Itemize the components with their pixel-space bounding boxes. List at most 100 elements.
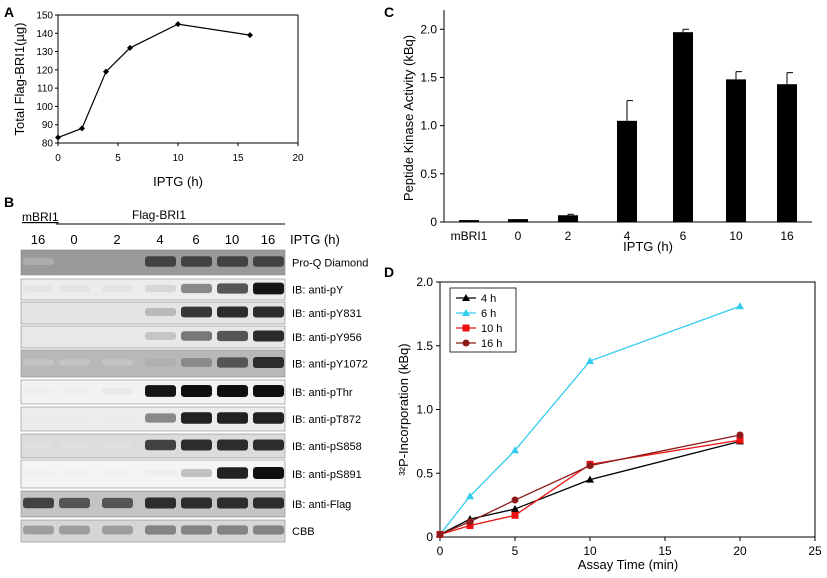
series-line <box>439 439 741 536</box>
blot-band <box>181 497 212 509</box>
blot-band <box>145 358 176 367</box>
lane-label: 10 <box>225 232 239 247</box>
blot-band <box>102 359 133 366</box>
blot-band <box>59 332 90 340</box>
chart-d: 0 0.5 1.0 1.5 2.0 0 5 10 15 20 25 Assay Time (min) ³… <box>396 275 822 572</box>
blot-band <box>145 256 176 267</box>
blot-band <box>23 332 54 340</box>
legend-marker <box>462 324 470 332</box>
y-tick-label: 0 <box>430 215 437 229</box>
blot-band <box>253 330 284 342</box>
y-tick-label: 120 <box>36 65 53 76</box>
data-point <box>511 446 519 454</box>
blot-band <box>181 468 212 478</box>
blot-row-label: IB: anti-pY831 <box>292 308 362 320</box>
legend-box <box>449 287 517 353</box>
blot-band <box>145 284 176 293</box>
blot-band <box>217 467 248 479</box>
data-point <box>736 302 744 310</box>
blot-band <box>181 306 212 318</box>
bar <box>459 220 479 222</box>
y-axis-title: Peptide Kinase Activity (kBq) <box>401 35 416 201</box>
blot-band <box>59 497 90 509</box>
blot-band <box>217 330 248 342</box>
blot-band <box>102 469 133 477</box>
x-tick-label: 2 <box>565 229 572 243</box>
blot-band <box>145 525 176 535</box>
blot-band <box>23 525 54 535</box>
blot-band <box>23 359 54 366</box>
blot-band <box>253 356 284 369</box>
y-tick-label: 90 <box>42 120 54 131</box>
y-tick-label: 1.0 <box>416 403 433 417</box>
lane-label: 16 <box>261 232 275 247</box>
data-point <box>736 431 744 439</box>
bar <box>726 79 746 222</box>
panel-a-letter: A <box>4 4 14 20</box>
blot-band <box>181 439 212 451</box>
blot-band <box>181 525 212 535</box>
y-axis-title: ³²P-Incorporation (kBq) <box>396 343 411 475</box>
blot-band <box>59 285 90 292</box>
x-tick-label: 15 <box>232 153 244 164</box>
legend-marker <box>462 309 470 316</box>
y-tick-label: 0 <box>426 530 433 544</box>
blot-band <box>59 387 90 395</box>
legend-label: 6 h <box>481 308 496 320</box>
blot-row-label: IB: anti-Flag <box>292 499 351 511</box>
series-line <box>439 440 741 536</box>
data-point <box>247 32 253 39</box>
blot-band <box>23 308 54 316</box>
legend-label: 10 h <box>481 323 502 335</box>
data-point <box>511 496 519 504</box>
x-tick-label: 10 <box>729 229 743 243</box>
blot-band <box>217 497 248 509</box>
data-point <box>511 504 519 512</box>
panel-d-letter: D <box>384 264 394 280</box>
blot-band <box>217 439 248 451</box>
chart-c: 0 0.5 1.0 1.5 2.0 mBRI1 0 2 4 6 10 16 IPTG (h) Peptid… <box>401 10 812 254</box>
legend-label: 4 h <box>481 293 496 305</box>
y-tick-label: 0.5 <box>416 466 433 480</box>
blot-band <box>23 414 54 422</box>
lane-label: 2 <box>113 232 120 247</box>
y-tick-label: 150 <box>36 11 53 22</box>
blot-band <box>217 357 248 368</box>
blot-band <box>253 306 284 318</box>
blot-band <box>23 497 54 509</box>
bar <box>673 32 693 222</box>
blot-band <box>253 282 284 295</box>
x-axis-title: IPTG (h) <box>623 239 673 254</box>
lane-label: 0 <box>70 232 77 247</box>
x-tick-label: 10 <box>172 153 184 164</box>
blot-band <box>102 285 133 292</box>
legend-marker <box>462 339 470 347</box>
lane-axis-label: IPTG (h) <box>290 232 340 247</box>
x-axis-title: IPTG (h) <box>153 174 203 189</box>
blot-row-label: IB: anti-pY <box>292 285 344 297</box>
blot-band <box>102 525 133 535</box>
y-tick-label: 140 <box>36 29 53 40</box>
blot-band <box>59 359 90 366</box>
data-point <box>127 44 133 51</box>
x-tick-label: 15 <box>658 544 672 558</box>
blot-band <box>181 331 212 341</box>
blot-band <box>102 441 133 449</box>
blot-band <box>253 497 284 509</box>
blot-band <box>23 285 54 292</box>
x-tick-label: 20 <box>292 153 304 164</box>
x-tick-label: 10 <box>583 544 597 558</box>
blot-row-label: IB: anti-pThr <box>292 387 353 399</box>
data-point <box>586 462 594 470</box>
y-tick-label: 1.5 <box>420 70 437 84</box>
blot-band <box>253 439 284 451</box>
data-point <box>55 134 61 141</box>
blot-band <box>217 385 248 397</box>
y-tick-label: 80 <box>42 139 54 150</box>
data-point <box>586 475 594 483</box>
data-point <box>103 68 109 75</box>
blot-band <box>217 306 248 318</box>
data-point <box>175 21 181 28</box>
y-tick-label: 100 <box>36 102 53 113</box>
blot-row-label: CBB <box>292 526 315 538</box>
